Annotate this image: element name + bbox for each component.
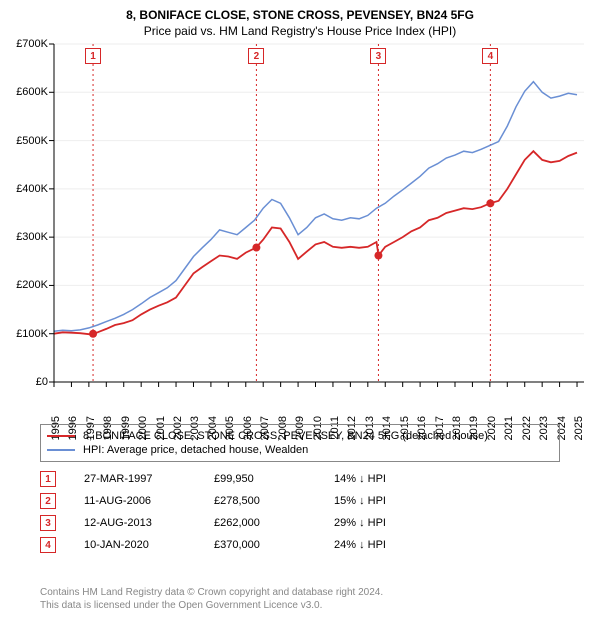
y-tick-label: £300K [16,231,48,243]
marker-date: 10-JAN-2020 [84,539,214,551]
x-tick-label: 2025 [573,416,585,440]
marker-row: 1 27-MAR-1997£99,95014% ↓ HPI [40,468,424,490]
legend-label-1: 8, BONIFACE CLOSE, STONE CROSS, PEVENSEY… [83,430,488,442]
marker-row: 4 10-JAN-2020£370,00024% ↓ HPI [40,534,424,556]
plot-area: £0£100K£200K£300K£400K£500K£600K£700K 19… [54,44,584,382]
marker-price: £262,000 [214,517,334,529]
y-tick-label: £600K [16,86,48,98]
marker-pct: 14% ↓ HPI [334,473,424,485]
marker-price: £278,500 [214,495,334,507]
y-tick-label: £400K [16,183,48,195]
y-tick-label: £700K [16,38,48,50]
y-tick-label: £100K [16,328,48,340]
event-marker-2: 2 [248,48,264,64]
footer-line2: This data is licensed under the Open Gov… [40,599,383,612]
event-marker-1: 1 [85,48,101,64]
marker-box-1: 1 [40,471,56,487]
marker-price: £99,950 [214,473,334,485]
marker-row: 2 11-AUG-2006£278,50015% ↓ HPI [40,490,424,512]
marker-box-4: 4 [40,537,56,553]
chart-title-2: Price paid vs. HM Land Registry's House … [0,22,600,38]
legend-swatch-1 [47,435,75,437]
marker-price: £370,000 [214,539,334,551]
footer-line1: Contains HM Land Registry data © Crown c… [40,586,383,599]
marker-pct: 24% ↓ HPI [334,539,424,551]
legend: 8, BONIFACE CLOSE, STONE CROSS, PEVENSEY… [40,424,560,462]
legend-swatch-2 [47,449,75,451]
marker-row: 3 12-AUG-2013£262,00029% ↓ HPI [40,512,424,534]
footer: Contains HM Land Registry data © Crown c… [40,586,383,612]
y-tick-label: £200K [16,279,48,291]
legend-label-2: HPI: Average price, detached house, Weal… [83,444,308,456]
y-tick-label: £500K [16,135,48,147]
marker-date: 12-AUG-2013 [84,517,214,529]
marker-table: 1 27-MAR-1997£99,95014% ↓ HPI 2 11-AUG-2006… [40,468,424,556]
chart-title-1: 8, BONIFACE CLOSE, STONE CROSS, PEVENSEY… [0,0,600,22]
event-marker-4: 4 [482,48,498,64]
legend-item-1: 8, BONIFACE CLOSE, STONE CROSS, PEVENSEY… [47,429,553,443]
chart-svg [54,44,584,382]
legend-item-2: HPI: Average price, detached house, Weal… [47,443,553,457]
marker-box-2: 2 [40,493,56,509]
event-marker-3: 3 [370,48,386,64]
marker-box-3: 3 [40,515,56,531]
marker-pct: 15% ↓ HPI [334,495,424,507]
marker-pct: 29% ↓ HPI [334,517,424,529]
y-tick-label: £0 [36,376,48,388]
marker-date: 27-MAR-1997 [84,473,214,485]
marker-date: 11-AUG-2006 [84,495,214,507]
